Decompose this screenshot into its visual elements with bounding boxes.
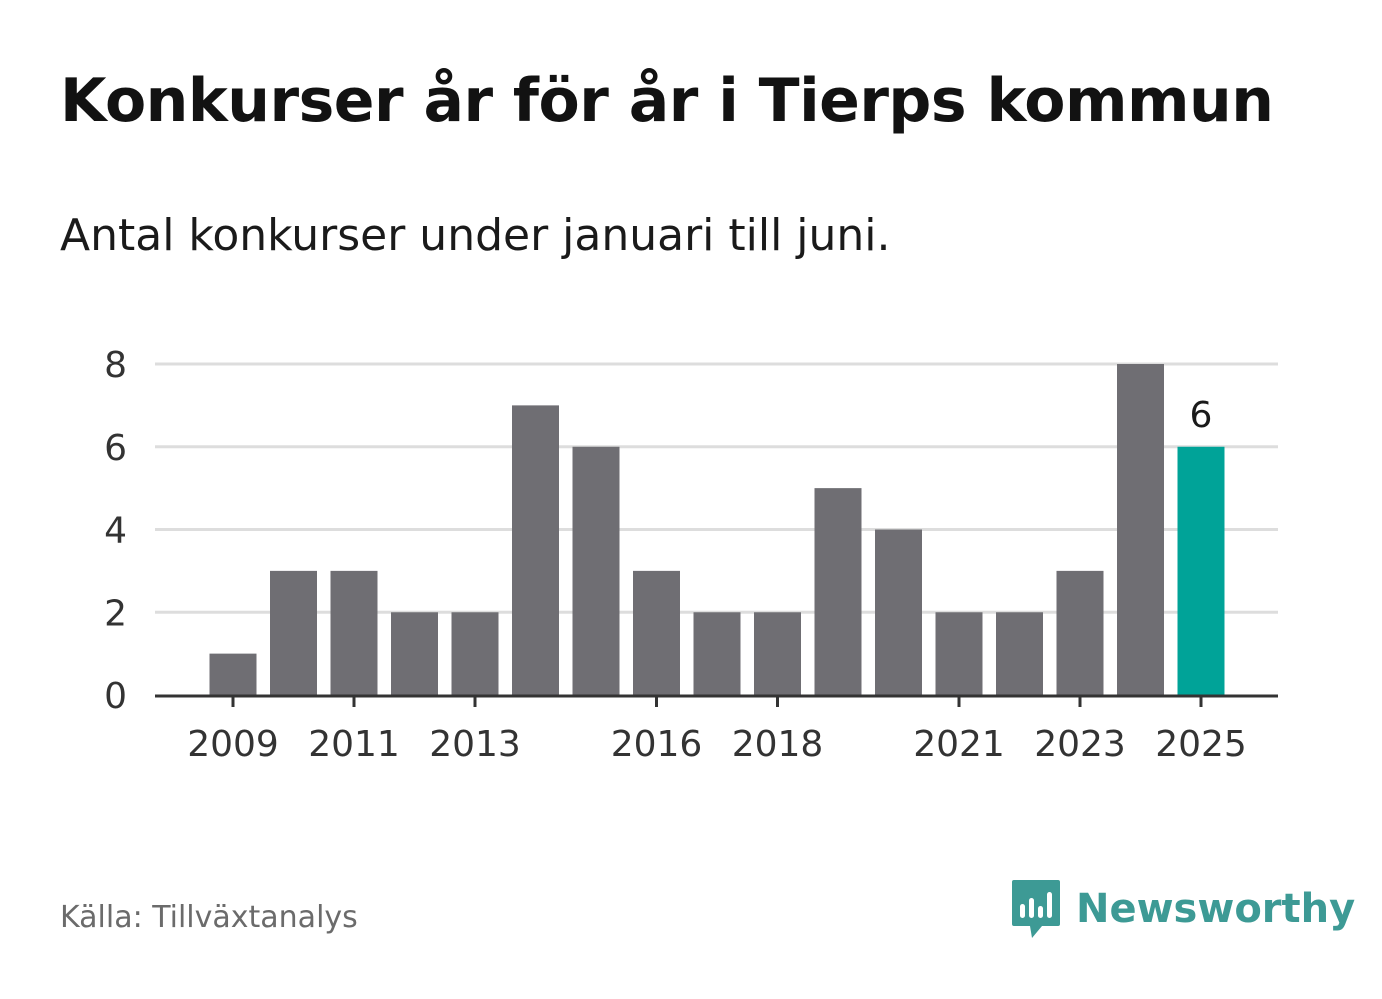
x-tick-label: 2013: [429, 724, 521, 765]
bar-2024: [1117, 364, 1164, 695]
bar-2011: [330, 570, 378, 695]
bar-2017: [693, 612, 741, 695]
x-tick-label: 2025: [1155, 724, 1247, 765]
brand-name: Newsworthy: [1076, 886, 1356, 932]
bar-2020: [875, 529, 922, 695]
bar-2009: [209, 653, 257, 695]
y-tick-label: 4: [104, 511, 127, 552]
bar-2015: [572, 446, 620, 695]
bar-2016: [633, 570, 680, 695]
x-tick-label: 2021: [913, 724, 1005, 765]
bar-2022: [996, 612, 1043, 695]
newsworthy-logo-icon: [1012, 880, 1060, 938]
bar-2012: [391, 612, 438, 695]
y-tick-label: 8: [104, 345, 127, 386]
y-tick-label: 0: [104, 676, 127, 717]
brand-logo: Newsworthy: [1010, 878, 1355, 940]
bar-2018: [754, 612, 801, 695]
bar-2021: [935, 612, 983, 695]
bar-2010: [270, 570, 317, 695]
bar-2025: [1177, 446, 1225, 695]
x-tick-label: 2009: [187, 724, 279, 765]
chart-title: Konkurser år för år i Tierps kommun: [60, 66, 1274, 136]
bar-2019: [814, 488, 862, 695]
source-note: Källa: Tillväxtanalys: [60, 900, 358, 935]
bar-2013: [451, 612, 499, 695]
x-tick-label: 2023: [1034, 724, 1126, 765]
x-tick-label: 2016: [611, 724, 703, 765]
y-tick-label: 2: [104, 593, 127, 634]
data-label: 6: [1190, 395, 1213, 436]
chart-subtitle: Antal konkurser under januari till juni.: [60, 210, 891, 261]
x-tick-label: 2018: [732, 724, 824, 765]
x-tick-label: 2011: [308, 724, 400, 765]
bar-2014: [512, 405, 559, 695]
bar-2023: [1056, 570, 1104, 695]
y-tick-label: 6: [104, 428, 127, 469]
